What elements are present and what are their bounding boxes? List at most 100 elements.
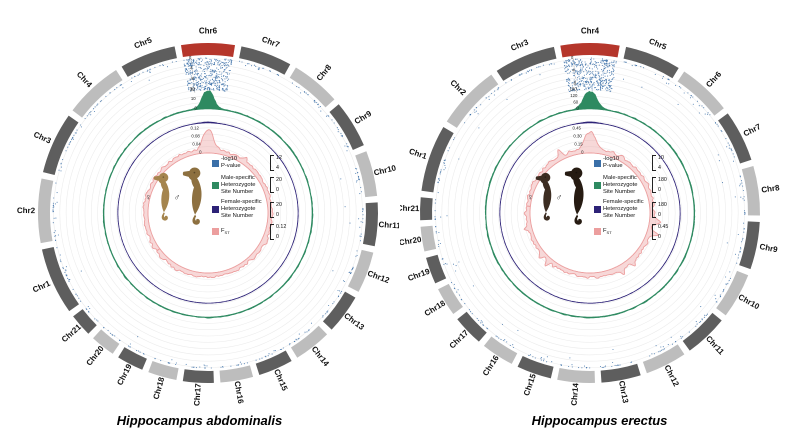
chromosome-Chr21: [73, 309, 97, 334]
legend-scale-min: 0: [658, 187, 661, 194]
legend-label: -log10 P-value: [603, 156, 623, 169]
chromosome-Chr16: [483, 336, 518, 364]
legend-scale-bracket: [651, 223, 656, 240]
chromosome-label: Chr5: [648, 37, 669, 52]
chromosome-Chr15: [255, 350, 292, 376]
legend-scale-bracket: [651, 155, 656, 171]
chromosome-Chr8: [741, 165, 760, 216]
female-symbol: ♀: [527, 192, 534, 203]
chromosome-label: Chr11: [378, 220, 399, 230]
legend-item-pvalue: -log10 P-value 12 4: [211, 155, 287, 171]
male-symbol: ♂: [555, 192, 563, 203]
legend-scale-values: 10 4: [658, 155, 664, 171]
chromosome-Chr14: [290, 325, 328, 358]
chromosome-label: Chr20: [400, 235, 423, 247]
chromosome-label: Chr14: [310, 345, 331, 369]
chromosome-label: Chr18: [423, 298, 447, 318]
legend-scale-min: 4: [276, 165, 279, 171]
axis-tick: 12: [190, 87, 195, 92]
chromosome-label: Chr1: [31, 279, 52, 295]
chromosome-label: Chr16: [233, 380, 246, 404]
chromosome-Chr8: [289, 67, 335, 108]
legend-swatch: [593, 228, 601, 236]
track-het-female: [117, 121, 299, 304]
seahorse-illustration: ♀ ♂: [527, 165, 588, 229]
legend-scale-bracket: [651, 201, 656, 218]
legend-scale-min: 0: [276, 233, 279, 240]
axis-tick: 0: [576, 106, 579, 111]
chromosome-Chr10: [716, 270, 749, 316]
chromosome-Chr7: [239, 46, 291, 75]
center-overlay: ♀ ♂ -log10 P-value 12 4 Male-specific Heter…: [145, 155, 286, 240]
axis-tick: 120: [570, 93, 578, 98]
axis-tick: 0: [571, 55, 574, 60]
legend-scale-bracket: [269, 155, 274, 171]
chromosome-label: Chr14: [570, 382, 581, 406]
legend-item-het-male: Male-specific Heterozygote Site Number 18…: [593, 175, 669, 195]
legend-scale-max: 12: [276, 155, 282, 161]
chromosome-Chr21: [420, 197, 433, 221]
track-het-male: [102, 90, 314, 319]
chromosome-Chr2: [37, 178, 54, 244]
chromosome-Chr2: [446, 74, 499, 128]
panel-hippocampus-erectus: Chr1 Chr2 Chr3 Chr4 Chr5 Chr6 Chr7 Chr8 Chr9 Chr1…: [400, 0, 799, 444]
chromosome-label: Chr4: [75, 70, 94, 90]
chromosome-Chr13: [322, 291, 356, 330]
panel-hippocampus-abdominalis: Chr1 Chr2 Chr3 Chr4 Chr5 Chr6 Chr7 Chr8 Chr9 Chr1…: [0, 0, 399, 444]
legend-scale-max: 180: [658, 177, 667, 184]
legend-scale-values: 20 0: [276, 177, 282, 193]
legend-label: Female-specific Heterozygote Site Number: [603, 199, 644, 220]
chromosome-Chr17: [457, 311, 487, 342]
axis-tick: 0: [581, 149, 584, 154]
axis-tick: 20: [190, 87, 195, 92]
legend-swatch: [211, 228, 219, 236]
chromosome-Chr6: [180, 43, 236, 58]
axis-tick: 10: [191, 96, 196, 101]
chromosome-label: Chr7: [261, 35, 282, 50]
legend-item-fst: FST 0.45 0: [593, 223, 668, 240]
chromosome-label: Chr2: [17, 206, 36, 215]
legend-scale-min: 4: [658, 165, 661, 171]
chromosome-label: Chr12: [662, 364, 680, 389]
legend-label: Male-specific Heterozygote Site Number: [221, 175, 256, 195]
chromosome-label: Chr17: [448, 328, 471, 351]
legend-item-het-male: Male-specific Heterozygote Site Number 20…: [211, 175, 287, 195]
chromosome-label: Chr7: [742, 122, 763, 139]
legend-scale-min: 0: [276, 211, 279, 218]
track-het-female: [499, 121, 681, 304]
chromosome-Chr20: [93, 329, 120, 354]
species-caption: Hippocampus erectus: [531, 413, 668, 428]
legend-scale-max: 20: [276, 177, 282, 184]
axis-tick: 60: [573, 99, 578, 104]
chromosome-label: Chr5: [133, 35, 154, 50]
chromosome-label: Chr2: [448, 78, 468, 97]
track-fst: [523, 130, 662, 279]
chromosome-label: Chr10: [737, 292, 762, 311]
chromosome-label: Chr18: [152, 376, 167, 401]
axis-tick: 0.45: [573, 126, 582, 131]
legend-swatch: [211, 159, 219, 167]
axis-guide-line: [190, 55, 196, 93]
legend-scale-values: 0.45 0: [658, 224, 668, 240]
legend-scale-max: 10: [658, 155, 664, 161]
male-seahorse: [182, 167, 202, 226]
chromosome-Chr12: [347, 249, 374, 292]
species-caption: Hippocampus abdominalis: [116, 413, 283, 428]
chromosome-Chr4: [72, 70, 123, 118]
axis-tick: 4: [572, 68, 575, 73]
track-pvalue: [52, 57, 364, 369]
female-seahorse: [535, 172, 552, 221]
axis-tick: 0: [199, 149, 202, 154]
chromosome-Chr3: [496, 46, 557, 81]
chromosome-label: Chr13: [342, 311, 366, 332]
track-legend: -log10 P-value 12 4 Male-specific Heterozyg…: [211, 155, 287, 240]
chromosome-label: Chr19: [407, 267, 432, 283]
axis-tick: 8: [574, 80, 577, 85]
legend-swatch: [593, 181, 601, 189]
male-symbol: ♂: [173, 192, 181, 203]
chromosome-Chr6: [677, 71, 724, 116]
chromosome-label: Chr21: [400, 204, 420, 214]
chromosome-label: Chr11: [704, 334, 726, 357]
chromosome-Chr9: [739, 221, 760, 270]
